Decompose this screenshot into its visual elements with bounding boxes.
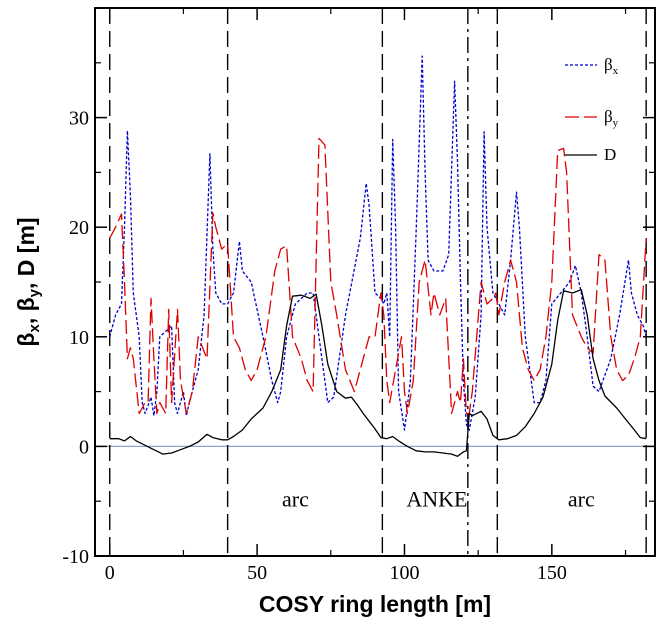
- y-tick-label: 0: [79, 436, 89, 458]
- legend-label-dispersion-base: D: [604, 145, 616, 164]
- legend-label-betax-base: β: [604, 55, 613, 74]
- x-tick-label: 50: [247, 562, 267, 584]
- y-tick-label: -10: [62, 546, 89, 568]
- series-dispersion-line: [109, 289, 647, 457]
- x-tick-label: 0: [105, 562, 115, 584]
- legend-label-betay-base: β: [604, 107, 613, 126]
- legend-label-betax: βx: [604, 55, 619, 77]
- y-axis-title-sub2: y: [26, 288, 43, 297]
- y-axis-title-beta1: β: [13, 333, 39, 347]
- y-axis-title-sub1: x: [26, 324, 43, 333]
- annotation-label: arc: [282, 487, 309, 512]
- series-betay-line: [109, 137, 647, 415]
- x-axis-title: COSY ring length [m]: [259, 591, 491, 617]
- legend-label-betay: βy: [604, 107, 619, 129]
- legend-label-dispersion: D: [604, 145, 616, 164]
- section-boundary-lines: [109, 8, 647, 556]
- annotations: arc ANKE arc: [282, 487, 595, 512]
- y-axis-title-sep1: ,: [13, 311, 39, 324]
- legend: βx βy D: [565, 55, 619, 164]
- y-axis-ticks: -10 0 10 20 30: [62, 62, 655, 568]
- y-tick-label: 10: [69, 327, 89, 349]
- annotation-label: arc: [568, 487, 595, 512]
- y-tick-label: 20: [69, 217, 89, 239]
- series-betax-line: [109, 55, 647, 431]
- x-axis-ticks: 0 50 100 150: [105, 8, 627, 584]
- y-axis-title: βx, βy, D [m]: [13, 217, 43, 346]
- legend-label-betay-sub: y: [613, 117, 619, 129]
- y-tick-label: 30: [69, 108, 89, 130]
- series-group: [109, 55, 647, 457]
- x-tick-label: 150: [537, 562, 567, 584]
- annotation-label: ANKE: [406, 487, 467, 512]
- y-axis-title-beta2: β: [13, 297, 39, 311]
- y-axis-title-rest: , D [m]: [13, 217, 39, 289]
- x-tick-label: 100: [389, 562, 419, 584]
- legend-label-betax-sub: x: [613, 65, 619, 77]
